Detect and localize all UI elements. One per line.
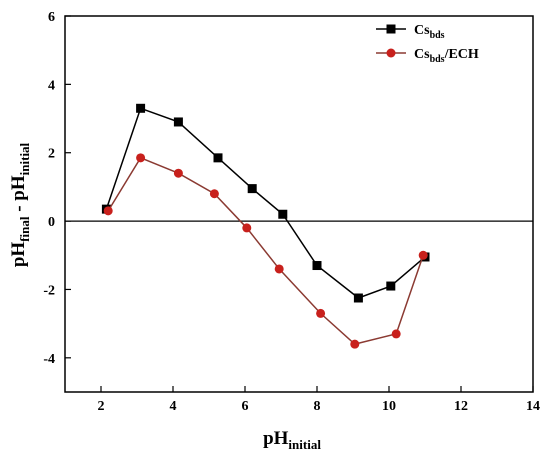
series-1-point bbox=[386, 281, 396, 291]
x-axis-ticks: 2 4 6 8 10 12 14 bbox=[98, 386, 540, 414]
y-tick-label: 6 bbox=[48, 10, 55, 25]
series-line-1 bbox=[105, 107, 426, 299]
series-2-point bbox=[391, 329, 401, 339]
series-1-point bbox=[312, 261, 322, 271]
y-tick-label: 4 bbox=[48, 78, 55, 93]
series-2-point bbox=[274, 264, 284, 274]
x-axis-title: pHinitial bbox=[263, 428, 321, 452]
y-axis-ticks: -4 -2 0 2 4 6 bbox=[43, 10, 71, 367]
x-tick-label: 6 bbox=[242, 399, 249, 414]
series-1-point bbox=[213, 153, 223, 163]
series-1-point bbox=[173, 117, 183, 127]
x-tick-label: 4 bbox=[170, 399, 177, 414]
plot-frame bbox=[64, 15, 534, 393]
legend-label-1: Csbds bbox=[414, 23, 445, 41]
y-tick-label: 2 bbox=[48, 147, 55, 162]
series-2-point bbox=[242, 223, 252, 233]
legend-marker-2 bbox=[386, 48, 396, 58]
series-2-point bbox=[316, 308, 326, 318]
series-1-point bbox=[278, 209, 288, 219]
x-tick-label: 8 bbox=[314, 399, 321, 414]
x-tick-label: 14 bbox=[526, 399, 540, 414]
y-tick-label: -2 bbox=[43, 283, 55, 298]
series-2-point bbox=[173, 168, 183, 178]
legend: Csbds Csbds/ECH bbox=[376, 23, 479, 65]
series-2-point bbox=[209, 189, 219, 199]
x-tick-label: 12 bbox=[454, 399, 468, 414]
series-1-point bbox=[136, 103, 146, 113]
series-2-point bbox=[418, 250, 428, 260]
series-layer bbox=[101, 103, 430, 349]
series-2-point bbox=[136, 153, 146, 163]
series-1-point bbox=[353, 293, 363, 303]
legend-marker-1 bbox=[386, 24, 396, 34]
series-line-2 bbox=[107, 156, 424, 345]
y-axis-title: pHfinal - pHinitial bbox=[8, 142, 32, 267]
x-tick-label: 2 bbox=[98, 399, 105, 414]
legend-label-2: Csbds/ECH bbox=[414, 47, 479, 65]
y-tick-label: -4 bbox=[43, 352, 55, 367]
series-2-point bbox=[103, 206, 113, 216]
series-1-point bbox=[247, 184, 257, 194]
series-2-point bbox=[350, 339, 360, 349]
y-tick-label: 0 bbox=[48, 215, 55, 230]
x-tick-label: 10 bbox=[382, 399, 396, 414]
